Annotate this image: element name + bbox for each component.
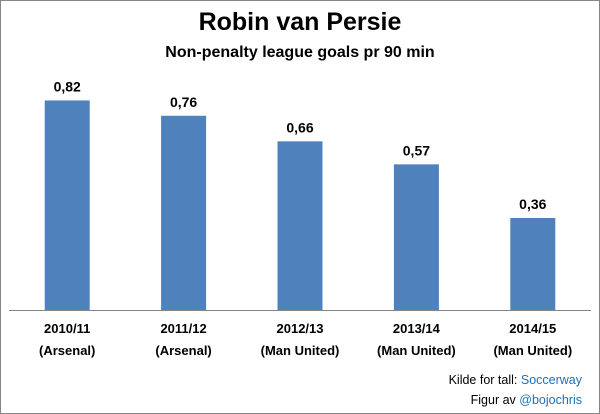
value-label: 0,82	[54, 78, 81, 94]
value-label: 0,57	[403, 142, 430, 158]
x-tick-season: 2013/14	[393, 321, 441, 336]
value-labels-group: 0,82 0,76 0,66 0,57 0,36	[54, 78, 547, 212]
chart-title: Robin van Persie	[198, 8, 402, 36]
bar-2011-12	[161, 115, 207, 311]
chart-subtitle: Non-penalty league goals pr 90 min	[165, 44, 435, 61]
x-tick-club: (Arsenal)	[39, 343, 95, 358]
credits: Kilde for tall: Soccerway Figur av @bojo…	[449, 370, 582, 410]
bar-2010-11	[44, 100, 90, 310]
bar-2014-15	[510, 218, 556, 310]
x-tick-club: (Man United)	[377, 343, 456, 358]
x-tick-season: 2012/13	[277, 321, 324, 336]
x-tick-season: 2010/11	[44, 321, 90, 336]
x-tick-club: (Man United)	[493, 343, 572, 358]
source-link[interactable]: Soccerway	[520, 373, 582, 387]
value-label: 0,66	[286, 119, 313, 135]
x-tick-season: 2011/12	[160, 321, 206, 336]
value-label: 0,76	[170, 94, 197, 110]
author-link[interactable]: @bojochris	[519, 393, 582, 407]
x-tick-season: 2014/15	[509, 321, 556, 336]
value-label: 0,36	[519, 196, 546, 212]
source-prefix: Kilde for tall:	[448, 373, 521, 387]
bars-group	[44, 100, 556, 311]
bar-2013-14	[393, 164, 439, 310]
bar-2012-13	[277, 141, 323, 310]
author-line: Figur av @bojochris	[449, 390, 582, 410]
author-prefix: Figur av	[470, 393, 520, 407]
x-tick-labels-group: 2010/11 (Arsenal) 2011/12 (Arsenal) 2012/13 (…	[39, 321, 572, 358]
x-tick-club: (Arsenal)	[155, 343, 211, 358]
x-tick-club: (Man United)	[261, 343, 340, 358]
source-line: Kilde for tall: Soccerway	[449, 370, 582, 390]
